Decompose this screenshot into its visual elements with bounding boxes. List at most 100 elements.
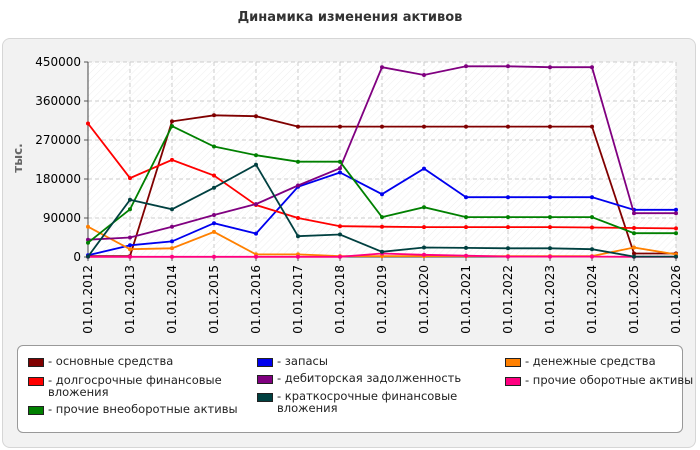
data-point <box>422 245 426 250</box>
data-point <box>128 176 132 181</box>
data-point <box>632 251 636 256</box>
x-tick-label: 01.01.2017 <box>291 265 305 334</box>
y-tick-label: 360000 <box>35 94 81 108</box>
data-point <box>464 245 468 250</box>
data-point <box>86 254 90 259</box>
data-point <box>422 252 426 257</box>
x-tick-label: 01.01.2012 <box>81 265 95 334</box>
x-tick-label: 01.01.2023 <box>543 265 557 334</box>
data-point <box>422 225 426 230</box>
x-tick-label: 01.01.2015 <box>207 265 221 334</box>
data-point <box>548 195 552 200</box>
data-point <box>170 224 174 229</box>
data-point <box>212 173 216 178</box>
data-point <box>86 224 90 229</box>
data-point <box>464 253 468 258</box>
data-point <box>506 195 510 200</box>
x-tick-label: 01.01.2016 <box>249 265 263 334</box>
legend-swatch <box>28 406 44 415</box>
legend-swatch <box>505 358 521 367</box>
data-point <box>86 240 90 245</box>
data-point <box>380 249 384 254</box>
data-point <box>632 226 636 230</box>
data-point <box>212 229 216 234</box>
legend-label: - краткосрочные финансовые вложения <box>277 389 458 415</box>
data-point <box>380 124 384 129</box>
data-point <box>212 113 216 118</box>
legend-label: - запасы <box>277 354 328 368</box>
data-point <box>506 225 510 230</box>
data-point <box>506 254 510 259</box>
data-point <box>674 231 678 236</box>
data-point <box>674 254 678 259</box>
data-point <box>380 224 384 229</box>
data-point <box>590 195 594 200</box>
data-point <box>422 124 426 129</box>
y-tick-label: 0 <box>73 250 81 264</box>
data-point <box>632 245 636 250</box>
data-point <box>548 65 552 70</box>
x-tick-label: 01.01.2025 <box>627 265 641 334</box>
x-tick-label: 01.01.2013 <box>123 265 137 334</box>
x-tick-label: 01.01.2024 <box>585 265 599 334</box>
data-point <box>128 247 132 252</box>
x-tick-label: 01.01.2018 <box>333 265 347 334</box>
data-point <box>506 124 510 129</box>
x-tick-label: 01.01.2022 <box>501 265 515 334</box>
data-point <box>380 192 384 197</box>
data-point <box>338 124 342 129</box>
data-point <box>212 254 216 259</box>
data-point <box>170 246 174 251</box>
data-point <box>380 215 384 220</box>
legend-swatch <box>505 377 521 386</box>
data-point <box>170 239 174 244</box>
data-point <box>590 65 594 70</box>
data-point <box>464 225 468 230</box>
data-point <box>296 234 300 239</box>
data-point <box>170 207 174 212</box>
x-tick-label: 01.01.2019 <box>375 265 389 334</box>
data-point <box>338 170 342 175</box>
data-point <box>590 215 594 220</box>
legend-swatch <box>28 377 44 386</box>
x-tick-label: 01.01.2021 <box>459 265 473 334</box>
data-point <box>632 231 636 236</box>
data-point <box>170 254 174 259</box>
data-point <box>128 197 132 202</box>
y-tick-label: 450000 <box>35 55 81 69</box>
data-point <box>548 246 552 251</box>
data-point <box>506 215 510 220</box>
y-tick-label: 90000 <box>43 211 81 225</box>
legend-label: - долгосрочные финансовые вложения <box>48 373 222 399</box>
legend-swatch <box>257 393 273 402</box>
data-point <box>212 185 216 190</box>
x-tick-label: 01.01.2020 <box>417 265 431 334</box>
data-point <box>674 226 678 231</box>
data-point <box>254 231 258 236</box>
data-point <box>548 225 552 230</box>
data-point <box>86 237 90 242</box>
y-axis-label: тыс. <box>11 143 25 172</box>
data-point <box>254 153 258 158</box>
data-point <box>464 195 468 200</box>
legend-label: - прочие внеоборотные активы <box>48 402 238 416</box>
data-point <box>212 144 216 149</box>
data-point <box>296 254 300 259</box>
data-point <box>212 221 216 226</box>
legend-label: - прочие оборотные активы <box>525 373 694 387</box>
x-tick-label: 01.01.2014 <box>165 265 179 334</box>
data-point <box>212 213 216 217</box>
data-point <box>464 124 468 129</box>
data-point <box>296 124 300 129</box>
chart-legend: - основные средства - долгосрочные финанс… <box>17 345 693 433</box>
data-point <box>380 65 384 70</box>
data-point <box>590 254 594 259</box>
data-point <box>674 207 678 212</box>
data-point <box>548 124 552 129</box>
data-point <box>422 73 426 77</box>
x-tick-label: 01.01.2026 <box>669 265 683 334</box>
legend-swatch <box>257 375 273 384</box>
data-point <box>338 166 342 171</box>
data-point <box>590 247 594 252</box>
y-tick-label: 270000 <box>35 133 81 147</box>
